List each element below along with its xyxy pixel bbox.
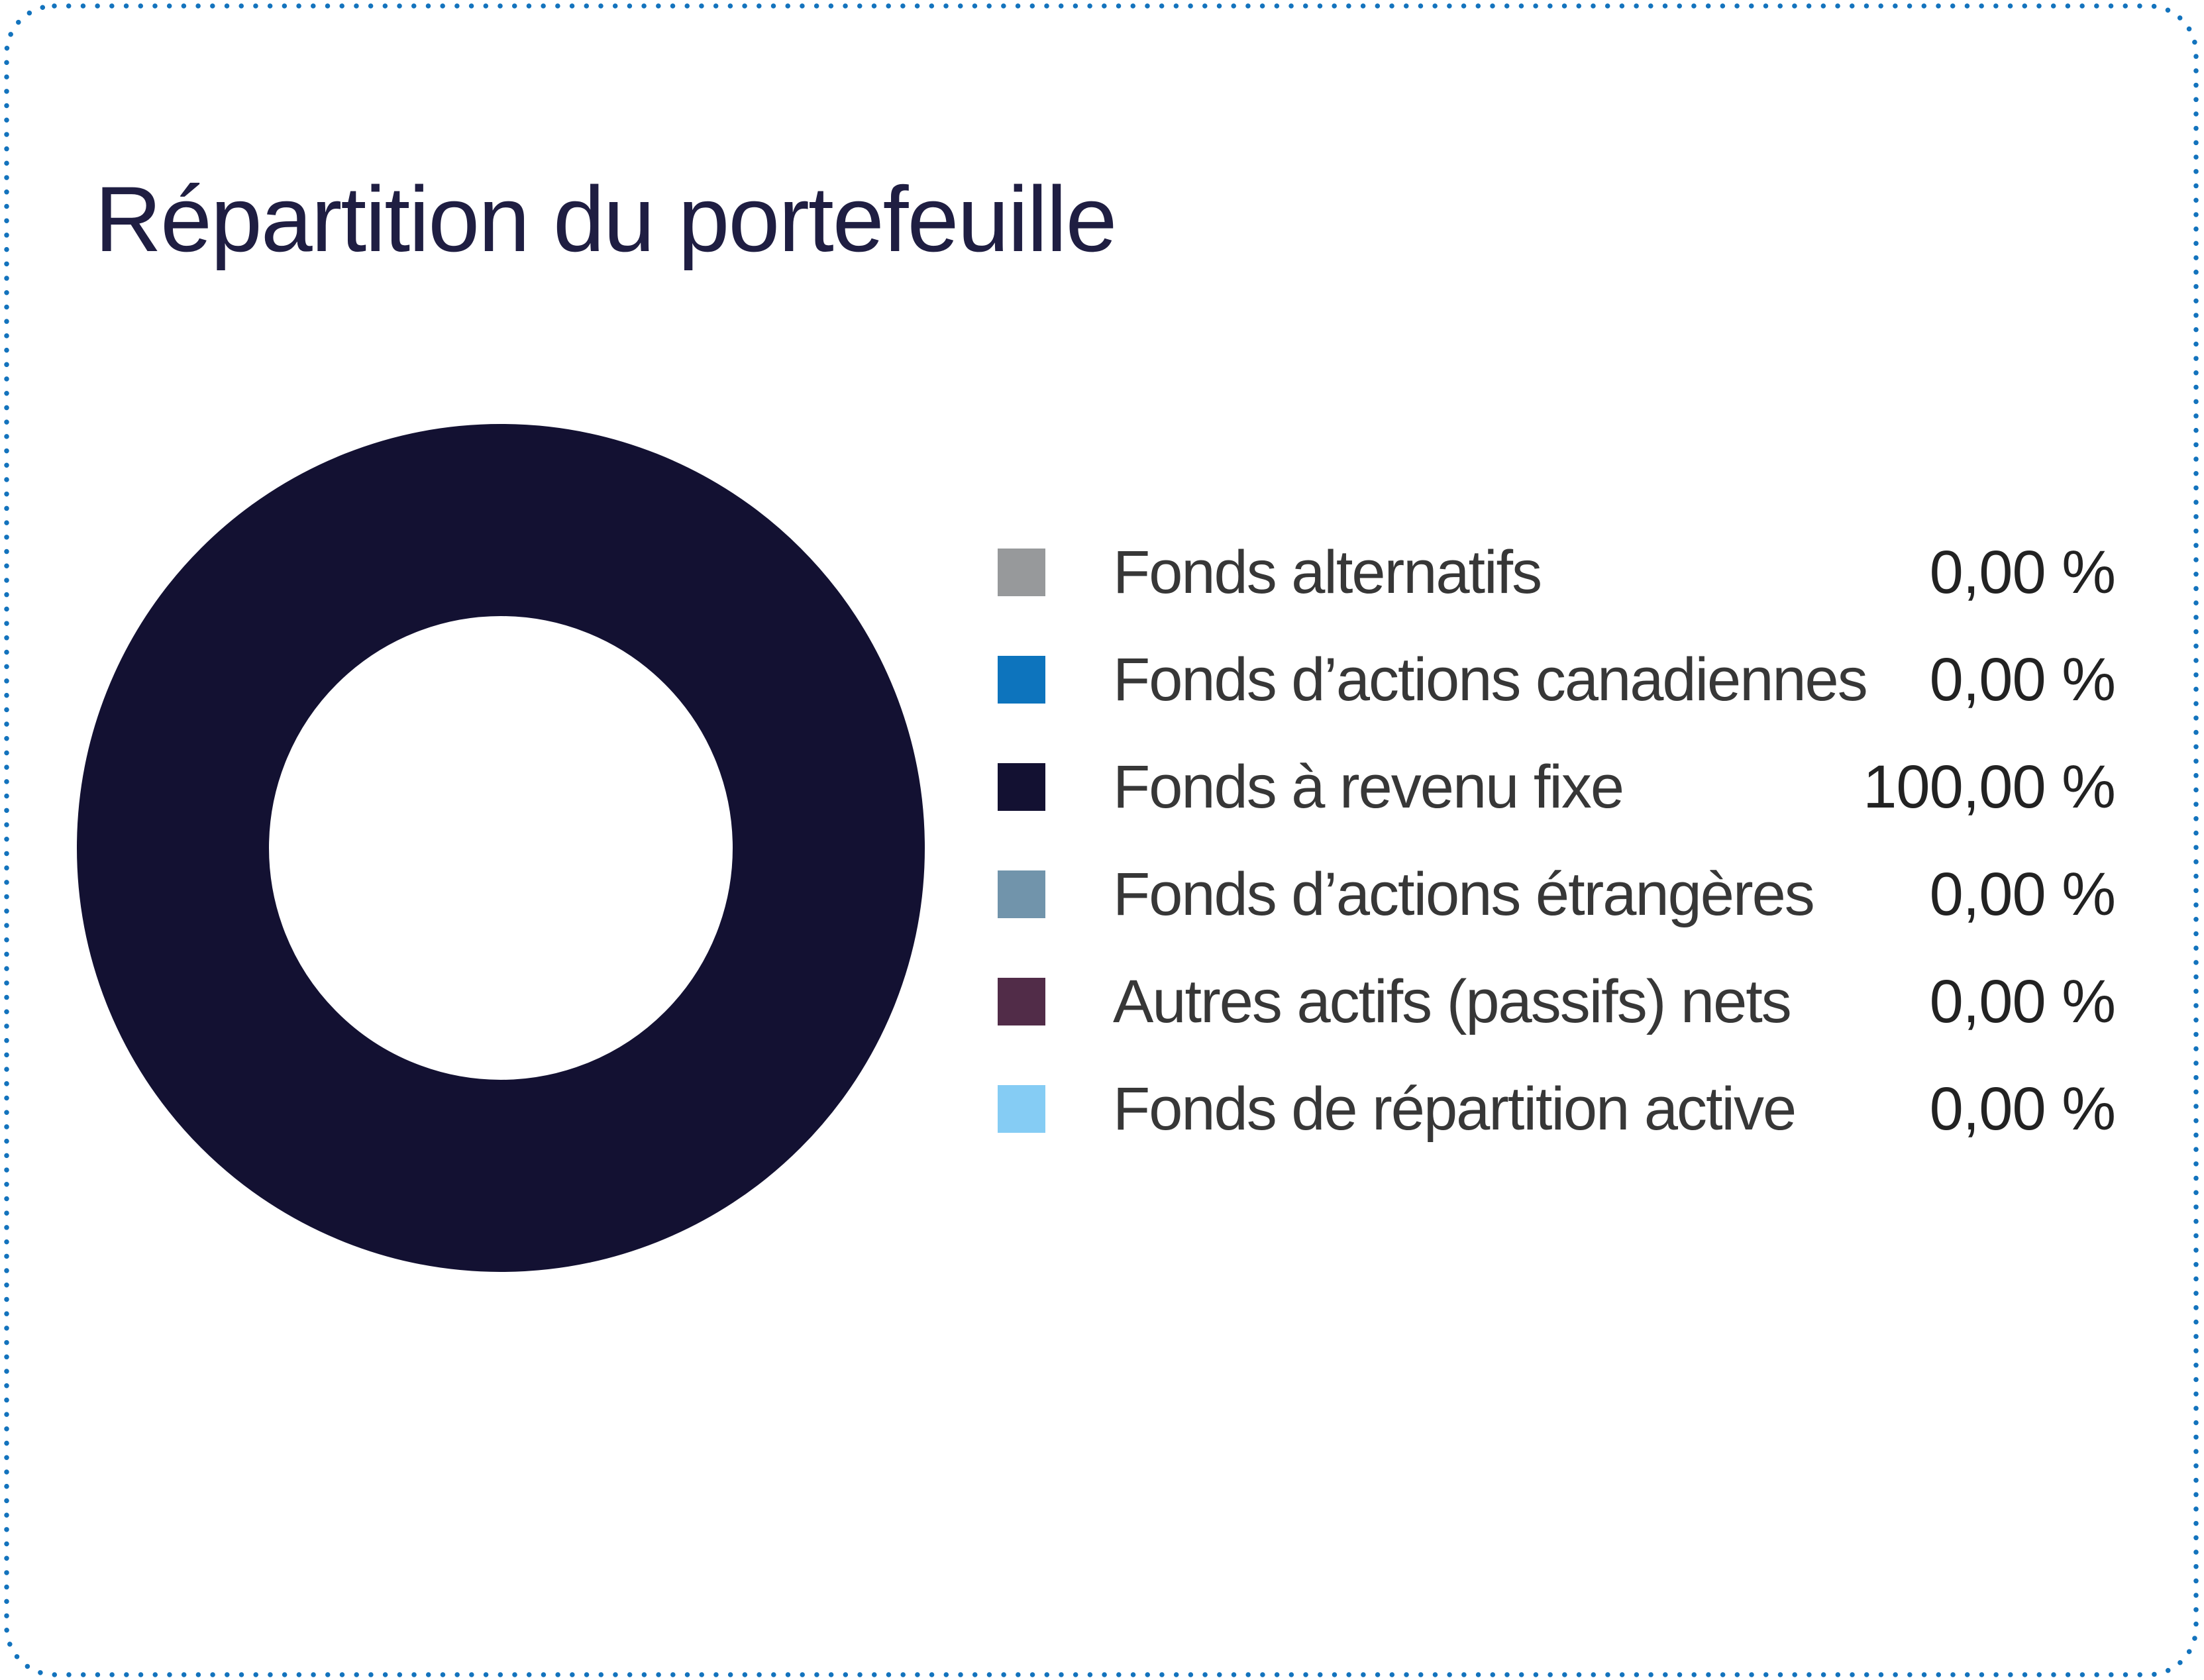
legend: Fonds alternatifs 0,00 % Fonds d’actions… [998,519,2116,1163]
legend-value: 100,00 % [1863,753,2116,821]
chart-title: Répartition du portefeuille [95,167,1117,271]
legend-swatch-icon [998,549,1045,596]
legend-row: Fonds de répartition active 0,00 % [998,1055,2116,1163]
legend-swatch-icon [998,656,1045,704]
legend-value: 0,00 % [1929,860,2116,928]
legend-label: Autres actifs (passifs) nets [1113,967,1792,1035]
legend-value: 0,00 % [1929,538,2116,606]
legend-row: Fonds à revenu fixe 100,00 % [998,733,2116,841]
legend-label: Fonds d’actions étrangères [1113,860,1815,928]
donut-slice [77,424,925,1272]
donut-chart [77,424,925,1272]
legend-swatch-icon [998,1085,1045,1133]
legend-swatch-icon [998,870,1045,918]
legend-row: Fonds d’actions canadiennes 0,00 % [998,626,2116,733]
legend-value: 0,00 % [1929,967,2116,1035]
legend-swatch-icon [998,763,1045,811]
legend-row: Fonds d’actions étrangères 0,00 % [998,841,2116,948]
legend-label: Fonds de répartition active [1113,1075,1797,1143]
legend-row: Autres actifs (passifs) nets 0,00 % [998,948,2116,1055]
legend-label: Fonds à revenu fixe [1113,753,1624,821]
legend-value: 0,00 % [1929,1075,2116,1143]
legend-label: Fonds alternatifs [1113,538,1542,606]
legend-swatch-icon [998,978,1045,1025]
legend-label: Fonds d’actions canadiennes [1113,645,1868,713]
legend-row: Fonds alternatifs 0,00 % [998,519,2116,626]
legend-value: 0,00 % [1929,645,2116,713]
